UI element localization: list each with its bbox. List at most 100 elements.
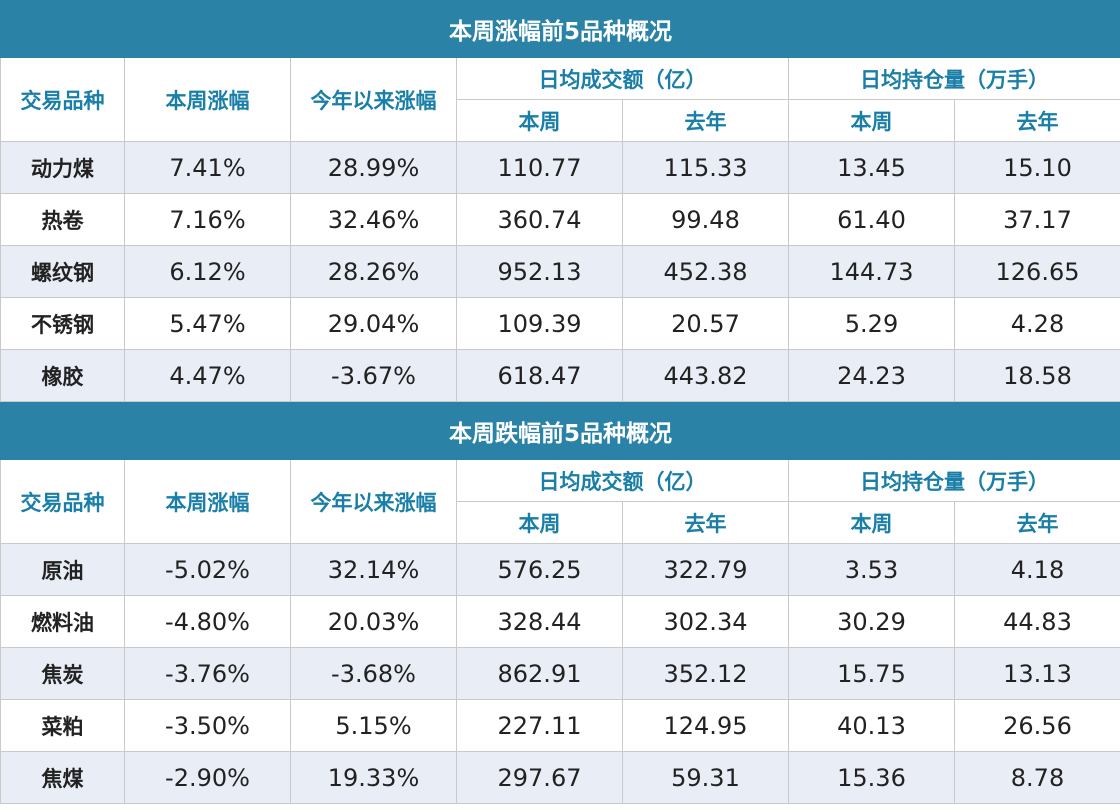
table-row: 燃料油 -4.80% 20.03% 328.44 302.34 30.29 44.83	[0, 595, 1120, 648]
oi-last-year-cell: 126.65	[953, 245, 1120, 298]
table-row: 橡胶 4.47% -3.67% 618.47 443.82 24.23 18.58	[0, 349, 1120, 402]
ytd-change-cell: 20.03%	[290, 595, 457, 648]
volume-last-year-cell: 322.79	[622, 543, 789, 596]
header-avg-open-interest: 日均持仓量（万手）	[787, 57, 1120, 100]
oi-this-week-cell: 144.73	[788, 245, 955, 298]
table-row: 菜粕 -3.50% 5.15% 227.11 124.95 40.13 26.56	[0, 699, 1120, 752]
volume-last-year-cell: 99.48	[622, 193, 789, 246]
week-change-cell: 7.16%	[124, 193, 291, 246]
table-row: 焦炭 -3.76% -3.68% 862.91 352.12 15.75 13.13	[0, 647, 1120, 700]
ytd-change-cell: 32.14%	[290, 543, 457, 596]
header-ytd-change: 今年以来涨幅	[290, 459, 457, 544]
volume-last-year-cell: 443.82	[622, 349, 789, 402]
oi-this-week-cell: 15.75	[788, 647, 955, 700]
volume-last-year-cell: 115.33	[622, 141, 789, 194]
week-change-cell: -5.02%	[124, 543, 291, 596]
variety-cell: 动力煤	[0, 141, 125, 194]
volume-last-year-cell: 352.12	[622, 647, 789, 700]
variety-cell: 燃料油	[0, 595, 125, 648]
header-avg-open-interest: 日均持仓量（万手）	[787, 459, 1120, 502]
week-change-cell: 6.12%	[124, 245, 291, 298]
variety-cell: 热卷	[0, 193, 125, 246]
variety-cell: 原油	[0, 543, 125, 596]
table-row: 不锈钢 5.47% 29.04% 109.39 20.57 5.29 4.28	[0, 297, 1120, 350]
gainers-table: 本周涨幅前5品种概况 交易品种 本周涨幅 今年以来涨幅 日均成交额（亿） 日均持…	[0, 0, 1120, 402]
oi-last-year-cell: 4.18	[953, 543, 1120, 596]
variety-cell: 焦炭	[0, 647, 125, 700]
table-row: 动力煤 7.41% 28.99% 110.77 115.33 13.45 15.10	[0, 141, 1120, 194]
oi-last-year-cell: 15.10	[953, 141, 1120, 194]
header-volume-this-week: 本周	[456, 99, 623, 142]
oi-last-year-cell: 37.17	[953, 193, 1120, 246]
volume-this-week-cell: 227.11	[456, 699, 623, 752]
header-week-change: 本周涨幅	[124, 459, 291, 544]
ytd-change-cell: -3.68%	[290, 647, 457, 700]
oi-this-week-cell: 24.23	[788, 349, 955, 402]
oi-last-year-cell: 18.58	[953, 349, 1120, 402]
header-oi-this-week: 本周	[788, 99, 955, 142]
volume-last-year-cell: 452.38	[622, 245, 789, 298]
header-volume-this-week: 本周	[456, 501, 623, 544]
volume-this-week-cell: 952.13	[456, 245, 623, 298]
header-oi-last-year: 去年	[953, 99, 1120, 142]
ytd-change-cell: 29.04%	[290, 297, 457, 350]
header-variety: 交易品种	[0, 459, 125, 544]
ytd-change-cell: 32.46%	[290, 193, 457, 246]
header-variety: 交易品种	[0, 57, 125, 142]
header-avg-volume: 日均成交额（亿）	[456, 57, 789, 100]
oi-last-year-cell: 4.28	[953, 297, 1120, 350]
volume-this-week-cell: 576.25	[456, 543, 623, 596]
week-change-cell: -3.50%	[124, 699, 291, 752]
ytd-change-cell: 28.26%	[290, 245, 457, 298]
oi-this-week-cell: 61.40	[788, 193, 955, 246]
volume-this-week-cell: 297.67	[456, 751, 623, 804]
volume-this-week-cell: 328.44	[456, 595, 623, 648]
header-volume-last-year: 去年	[622, 501, 789, 544]
volume-this-week-cell: 618.47	[456, 349, 623, 402]
table-row: 热卷 7.16% 32.46% 360.74 99.48 61.40 37.17	[0, 193, 1120, 246]
week-change-cell: 4.47%	[124, 349, 291, 402]
volume-last-year-cell: 124.95	[622, 699, 789, 752]
oi-last-year-cell: 44.83	[953, 595, 1120, 648]
week-change-cell: -3.76%	[124, 647, 291, 700]
volume-last-year-cell: 302.34	[622, 595, 789, 648]
oi-this-week-cell: 3.53	[788, 543, 955, 596]
volume-this-week-cell: 360.74	[456, 193, 623, 246]
header-week-change: 本周涨幅	[124, 57, 291, 142]
oi-this-week-cell: 15.36	[788, 751, 955, 804]
oi-last-year-cell: 8.78	[953, 751, 1120, 804]
ytd-change-cell: 5.15%	[290, 699, 457, 752]
week-change-cell: -4.80%	[124, 595, 291, 648]
volume-this-week-cell: 109.39	[456, 297, 623, 350]
volume-last-year-cell: 20.57	[622, 297, 789, 350]
week-change-cell: 7.41%	[124, 141, 291, 194]
variety-cell: 螺纹钢	[0, 245, 125, 298]
variety-cell: 焦煤	[0, 751, 125, 804]
ytd-change-cell: 28.99%	[290, 141, 457, 194]
week-change-cell: -2.90%	[124, 751, 291, 804]
variety-cell: 橡胶	[0, 349, 125, 402]
header-avg-volume: 日均成交额（亿）	[456, 459, 789, 502]
oi-this-week-cell: 30.29	[788, 595, 955, 648]
gainers-title: 本周涨幅前5品种概况	[0, 0, 1120, 58]
oi-this-week-cell: 13.45	[788, 141, 955, 194]
volume-this-week-cell: 862.91	[456, 647, 623, 700]
volume-this-week-cell: 110.77	[456, 141, 623, 194]
ytd-change-cell: -3.67%	[290, 349, 457, 402]
week-change-cell: 5.47%	[124, 297, 291, 350]
table-row: 焦煤 -2.90% 19.33% 297.67 59.31 15.36 8.78	[0, 751, 1120, 804]
oi-this-week-cell: 5.29	[788, 297, 955, 350]
table-row: 螺纹钢 6.12% 28.26% 952.13 452.38 144.73 126.65	[0, 245, 1120, 298]
oi-last-year-cell: 13.13	[953, 647, 1120, 700]
losers-table: 本周跌幅前5品种概况 交易品种 本周涨幅 今年以来涨幅 日均成交额（亿） 日均持…	[0, 402, 1120, 804]
header-oi-this-week: 本周	[788, 501, 955, 544]
header-volume-last-year: 去年	[622, 99, 789, 142]
losers-title: 本周跌幅前5品种概况	[0, 402, 1120, 460]
variety-cell: 不锈钢	[0, 297, 125, 350]
table-row: 原油 -5.02% 32.14% 576.25 322.79 3.53 4.18	[0, 543, 1120, 596]
header-oi-last-year: 去年	[953, 501, 1120, 544]
oi-this-week-cell: 40.13	[788, 699, 955, 752]
oi-last-year-cell: 26.56	[953, 699, 1120, 752]
header-ytd-change: 今年以来涨幅	[290, 57, 457, 142]
variety-cell: 菜粕	[0, 699, 125, 752]
